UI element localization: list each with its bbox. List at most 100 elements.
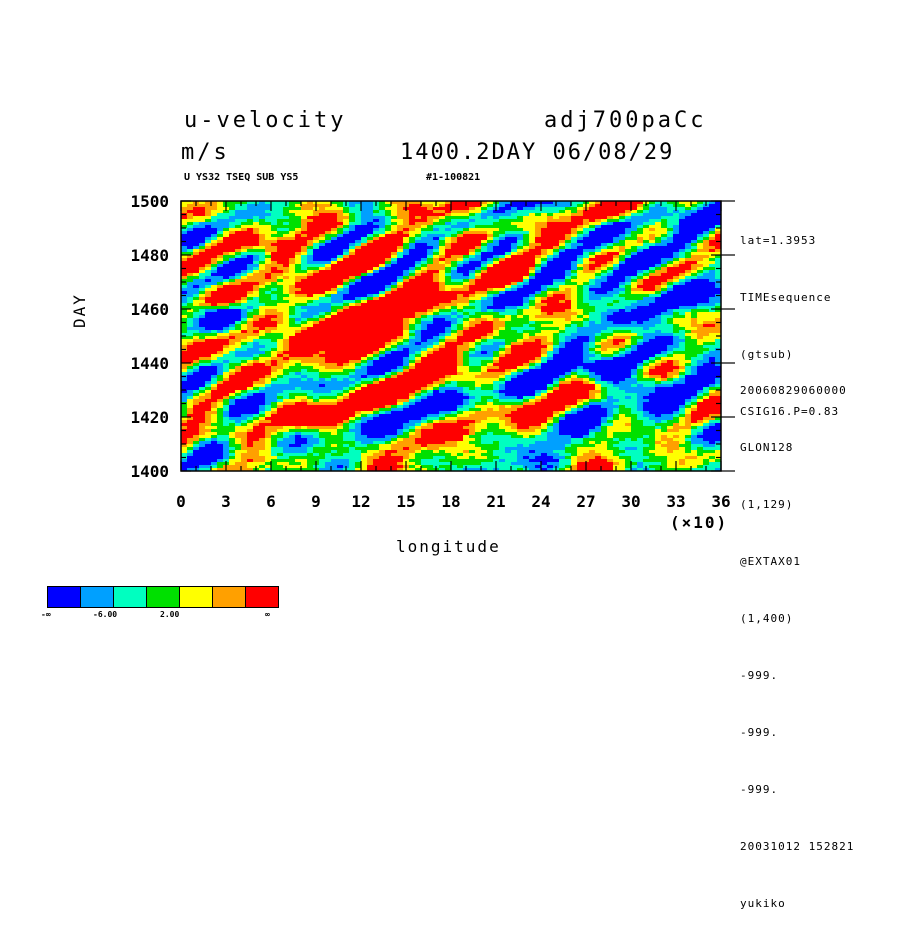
heatmap-cell — [211, 282, 218, 286]
heatmap-cell — [319, 300, 326, 304]
heatmap-cell — [277, 207, 284, 211]
heatmap-cell — [313, 279, 320, 283]
heatmap-cell — [367, 282, 374, 286]
heatmap-cell — [631, 213, 638, 217]
heatmap-cell — [199, 342, 206, 346]
heatmap-cell — [439, 258, 446, 262]
heatmap-cell — [685, 285, 692, 289]
heatmap-cell — [601, 327, 608, 331]
heatmap-cell — [283, 351, 290, 355]
heatmap-cell — [367, 285, 374, 289]
heatmap-cell — [613, 363, 620, 367]
heatmap-cell — [661, 345, 668, 349]
heatmap-cell — [691, 279, 698, 283]
heatmap-cell — [691, 351, 698, 355]
heatmap-cell — [619, 276, 626, 280]
heatmap-cell — [655, 258, 662, 262]
heatmap-cell — [565, 309, 572, 313]
heatmap-cell — [253, 243, 260, 247]
heatmap-cell — [619, 273, 626, 277]
heatmap-cell — [553, 330, 560, 334]
heatmap-cell — [517, 318, 524, 322]
heatmap-cell — [241, 330, 248, 334]
heatmap-cell — [649, 264, 656, 268]
heatmap-cell — [655, 348, 662, 352]
heatmap-cell — [283, 210, 290, 214]
heatmap-cell — [199, 252, 206, 256]
heatmap-cell — [493, 324, 500, 328]
heatmap-cell — [625, 246, 632, 250]
heatmap-cell — [271, 273, 278, 277]
heatmap-cell — [295, 243, 302, 247]
heatmap-cell — [673, 246, 680, 250]
heatmap-cell — [325, 357, 332, 361]
heatmap-cell — [193, 240, 200, 244]
heatmap-cell — [409, 225, 416, 229]
heatmap-cell — [445, 216, 452, 220]
heatmap-cell — [325, 258, 332, 262]
heatmap-cell — [451, 270, 458, 274]
heatmap-cell — [661, 204, 668, 208]
heatmap-cell — [427, 213, 434, 217]
heatmap-cell — [511, 222, 518, 226]
heatmap-cell — [541, 279, 548, 283]
heatmap-cell — [367, 237, 374, 241]
heatmap-cell — [403, 249, 410, 253]
heatmap-cell — [187, 201, 194, 205]
heatmap-cell — [289, 312, 296, 316]
heatmap-cell — [223, 264, 230, 268]
heatmap-cell — [361, 210, 368, 214]
heatmap-cell — [613, 327, 620, 331]
heatmap-cell — [601, 306, 608, 310]
heatmap-cell — [331, 201, 338, 205]
heatmap-cell — [241, 282, 248, 286]
heatmap-cell — [643, 276, 650, 280]
heatmap-cell — [409, 231, 416, 235]
heatmap-cell — [409, 327, 416, 331]
heatmap-cell — [583, 210, 590, 214]
heatmap-cell — [229, 282, 236, 286]
heatmap-cell — [481, 249, 488, 253]
heatmap-cell — [271, 330, 278, 334]
heatmap-cell — [421, 222, 428, 226]
heatmap-cell — [565, 255, 572, 259]
heatmap-cell — [577, 252, 584, 256]
heatmap-cell — [643, 252, 650, 256]
heatmap-cell — [313, 282, 320, 286]
heatmap-cell — [385, 318, 392, 322]
heatmap-cell — [211, 273, 218, 277]
heatmap-cell — [355, 255, 362, 259]
heatmap-cell — [589, 204, 596, 208]
heatmap-cell — [205, 312, 212, 316]
heatmap-cell — [475, 288, 482, 292]
heatmap-cell — [379, 231, 386, 235]
heatmap-cell — [253, 306, 260, 310]
heatmap-cell — [403, 312, 410, 316]
heatmap-cell — [685, 348, 692, 352]
heatmap-cell — [289, 261, 296, 265]
heatmap-cell — [187, 339, 194, 343]
heatmap-cell — [259, 318, 266, 322]
heatmap-cell — [457, 219, 464, 223]
heatmap-cell — [661, 246, 668, 250]
heatmap-cell — [655, 309, 662, 313]
heatmap-cell — [667, 339, 674, 343]
heatmap-cell — [499, 312, 506, 316]
heatmap-cell — [307, 285, 314, 289]
heatmap-cell — [715, 273, 721, 277]
heatmap-cell — [601, 219, 608, 223]
heatmap-cell — [637, 291, 644, 295]
heatmap-cell — [415, 267, 422, 271]
heatmap-cell — [349, 288, 356, 292]
heatmap-cell — [283, 213, 290, 217]
heatmap-cell — [433, 315, 440, 319]
heatmap-cell — [649, 216, 656, 220]
heatmap-cell — [361, 297, 368, 301]
heatmap-cell — [355, 204, 362, 208]
heatmap-cell — [649, 303, 656, 307]
heatmap-cell — [415, 303, 422, 307]
heatmap-cell — [319, 351, 326, 355]
heatmap-cell — [619, 339, 626, 343]
heatmap-cell — [295, 273, 302, 277]
heatmap-cell — [277, 255, 284, 259]
